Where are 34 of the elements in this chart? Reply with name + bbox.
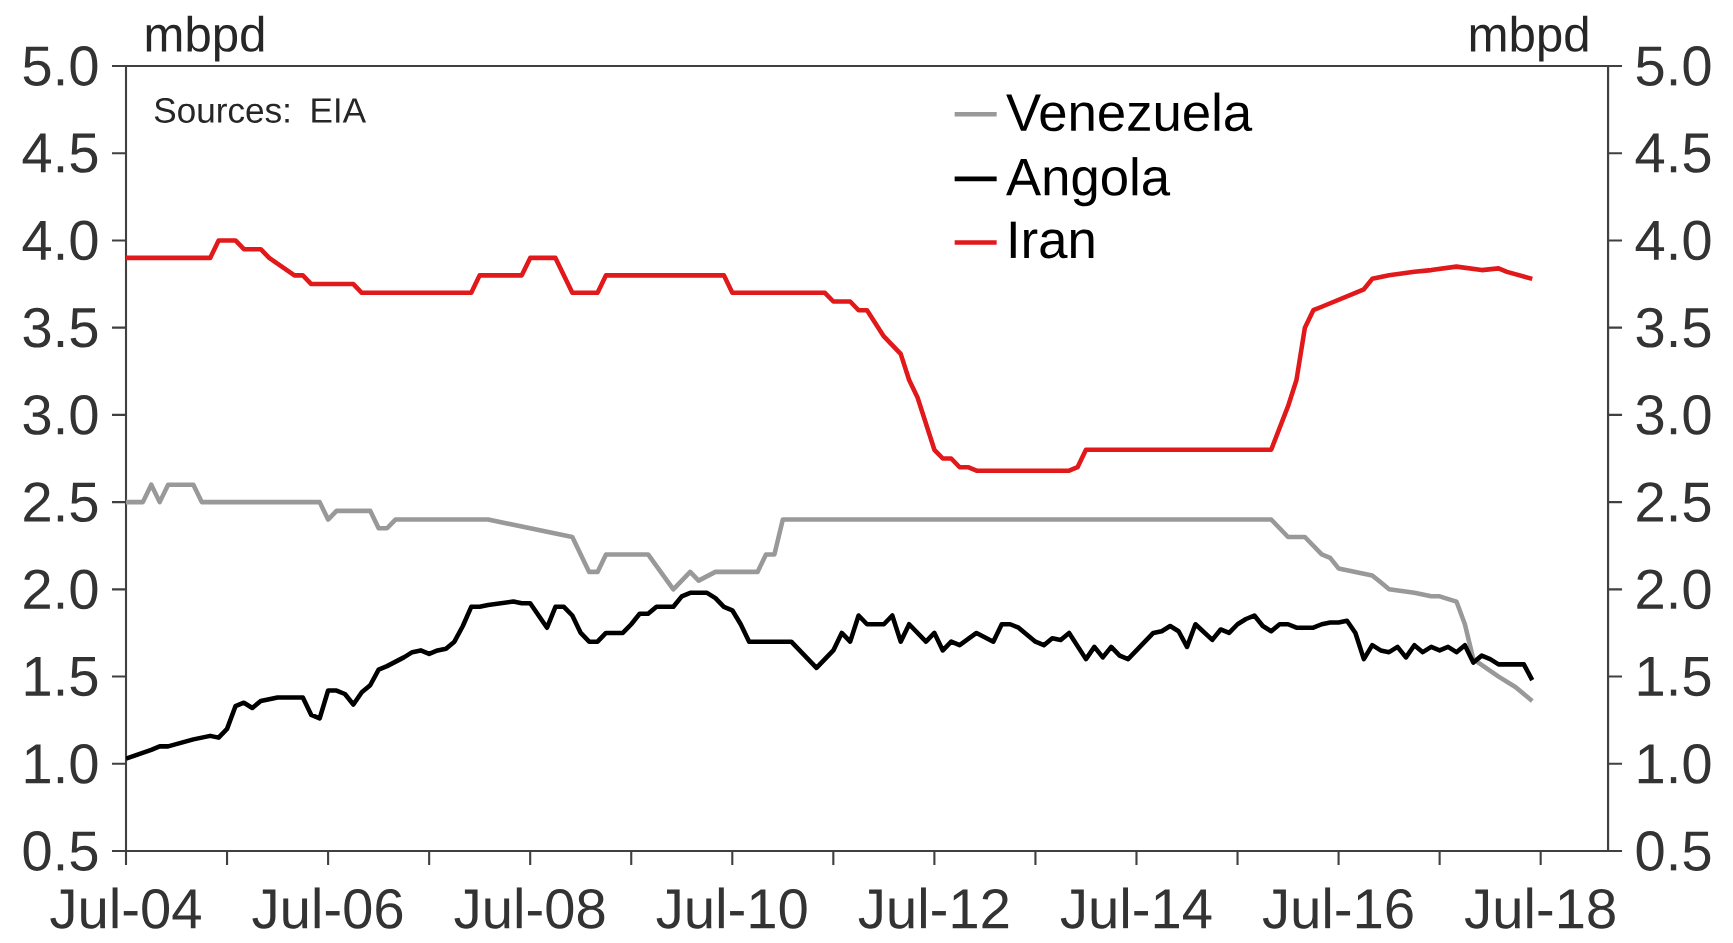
y2-tick-label: 3.0 <box>1636 395 1711 435</box>
legend-label: Venezuela <box>1006 92 1253 132</box>
y-tick-label: 4.5 <box>22 133 98 173</box>
x-tick-label: Jul-16 <box>1262 887 1413 929</box>
y2-axis-title: mbpd <box>1470 15 1588 62</box>
y-tick-label: 0.5 <box>23 831 98 871</box>
y-axis-title: mbpd <box>146 15 264 62</box>
y2-tick-label: 0.5 <box>1636 831 1711 871</box>
x-tick-label: Jul-08 <box>454 887 605 929</box>
y-tick-label: 1.0 <box>25 743 98 784</box>
x-tick-label: Jul-06 <box>252 887 403 929</box>
y-tick-label: 1.5 <box>25 656 98 697</box>
x-tick-label: Jul-14 <box>1060 887 1212 929</box>
y2-tick-label: 3.5 <box>1636 307 1711 348</box>
y-tick-label: 5.0 <box>23 46 98 86</box>
y2-tick-label: 1.5 <box>1638 656 1711 697</box>
x-tick-label: Jul-12 <box>858 887 1009 929</box>
y2-tick-label: 4.5 <box>1635 133 1711 173</box>
y-tick-label: 4.0 <box>22 220 98 261</box>
x-tick-label: Jul-04 <box>50 887 201 929</box>
y2-tick-label: 4.0 <box>1635 220 1711 261</box>
y-tick-label: 3.0 <box>23 395 98 435</box>
y2-tick-label: 1.0 <box>1638 743 1711 784</box>
y2-tick-label: 5.0 <box>1636 46 1711 86</box>
x-tick-label: Jul-18 <box>1464 887 1615 929</box>
legend-label: Angola <box>1006 157 1171 207</box>
y2-tick-label: 2.5 <box>1637 482 1711 523</box>
x-tick-label: Jul-10 <box>656 887 807 929</box>
annotation: Sources: EIA <box>154 98 367 123</box>
y-tick-label: 2.5 <box>24 482 98 523</box>
y2-tick-label: 2.0 <box>1637 569 1711 610</box>
legend-label: Iran <box>1010 221 1094 259</box>
y-tick-label: 2.0 <box>24 569 98 610</box>
y-tick-label: 3.5 <box>23 307 98 348</box>
